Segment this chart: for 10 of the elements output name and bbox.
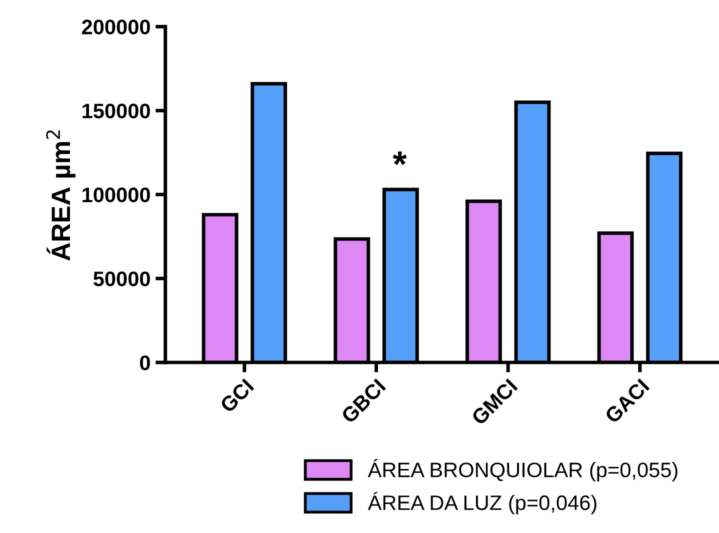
- annotation: *: [392, 152, 407, 165]
- y-tick-label: 150000: [82, 104, 150, 118]
- y-tick-label: 200000: [82, 20, 150, 34]
- y-tick-label: 100000: [82, 188, 150, 202]
- legend-label: ÁREA DA LUZ (p=0,046): [368, 492, 596, 514]
- y-tick-label: 0: [140, 355, 150, 370]
- x-tick-label: GCI: [219, 378, 254, 414]
- y-tick-label: 50000: [94, 271, 150, 286]
- y-axis-title: ÁREA µm$^{2}$: [46, 130, 76, 261]
- legend-label: ÁREA BRONQUIOLAR (p=0,055): [368, 459, 678, 482]
